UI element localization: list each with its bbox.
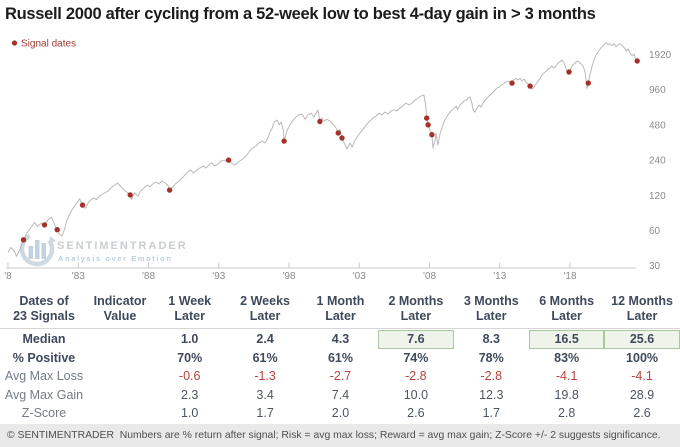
col-header-dates: Dates of 23 Signals <box>13 294 75 323</box>
svg-text:1920: 1920 <box>649 50 672 61</box>
legend: Signal dates <box>11 39 76 50</box>
table-cell-empty <box>88 349 152 368</box>
svg-text:'08: '08 <box>423 271 436 282</box>
disclaimer-bar: © SENTIMENTRADER Numbers are % return af… <box>0 424 680 447</box>
svg-text:30: 30 <box>649 261 661 272</box>
svg-text:'88: '88 <box>142 271 155 282</box>
legend-signal-dot-icon <box>11 40 18 46</box>
svg-text:'8: '8 <box>4 271 12 282</box>
col-header-3-months: 3 Months Later <box>463 294 519 323</box>
table-row-avg-max-gain: Avg Max Gain 2.3 3.4 7.4 10.0 12.3 19.8 … <box>0 386 680 405</box>
stats-table: Dates of 23 Signals Indicator Value 1 Week… <box>0 292 680 423</box>
highlighted-cell: 16.5 <box>528 330 605 349</box>
col-header-12-months: 12 Months Later <box>611 294 673 323</box>
svg-text:'83: '83 <box>72 271 85 282</box>
svg-text:'98: '98 <box>282 271 295 282</box>
table-row-z-score: Z-Score 1.0 1.7 2.0 2.6 1.7 2.8 2.6 <box>0 404 680 423</box>
svg-text:480: 480 <box>649 120 666 131</box>
table-cell-empty <box>88 367 152 386</box>
table-body: Median 1.0 2.4 4.3 7.6 8.3 16.5 25.6 % P… <box>0 328 680 423</box>
table-cell-empty <box>88 404 152 423</box>
col-header-1-month: 1 Month Later <box>316 294 365 323</box>
watermark-tagline: Analysis over Emotion <box>58 254 172 263</box>
col-header-1-week: 1 Week Later <box>168 294 212 323</box>
table-header-row: Dates of 23 Signals Indicator Value 1 Week… <box>0 292 680 324</box>
svg-text:'18: '18 <box>563 271 576 282</box>
svg-text:'13: '13 <box>493 271 506 282</box>
highlighted-cell: 25.6 <box>604 330 680 349</box>
highlighted-cell: 7.6 <box>378 330 454 349</box>
col-header-indicator-value: Indicator Value <box>93 294 147 323</box>
svg-text:240: 240 <box>649 156 666 167</box>
svg-text:120: 120 <box>649 191 666 202</box>
legend-label: Signal dates <box>21 39 76 50</box>
table-row-pct-positive: % Positive 70% 61% 61% 74% 78% 83% 100% <box>0 349 680 368</box>
svg-text:960: 960 <box>649 85 666 96</box>
table-row-avg-max-loss: Avg Max Loss -0.6 -1.3 -2.7 -2.8 -2.8 -4… <box>0 367 680 386</box>
signal-dots <box>20 58 640 243</box>
price-line <box>7 42 638 257</box>
col-header-2-weeks: 2 Weeks Later <box>240 294 290 323</box>
table-cell-empty <box>88 386 152 405</box>
price-chart: SENTIMENTRADER Analysis over Emotion '8 '… <box>4 39 671 283</box>
svg-text:60: 60 <box>649 226 661 237</box>
col-header-6-months: 6 Months Later <box>539 294 595 323</box>
table-cell-empty <box>88 330 152 349</box>
svg-text:'03: '03 <box>353 271 366 282</box>
col-header-2-months: 2 Months Later <box>388 294 444 323</box>
table-row-median: Median 1.0 2.4 4.3 7.6 8.3 16.5 25.6 <box>0 330 680 349</box>
svg-text:'93: '93 <box>212 271 225 282</box>
sentimentrader-logo: SENTIMENTRADER Analysis over Emotion <box>19 231 188 267</box>
page-title: Russell 2000 after cycling from a 52-wee… <box>5 5 596 23</box>
chart-axes: '8 '83 '88 '93 '98 '03 '08 '13 '18 30 60 120 240 480 9… <box>4 50 671 282</box>
watermark-name: SENTIMENTRADER <box>57 240 188 252</box>
